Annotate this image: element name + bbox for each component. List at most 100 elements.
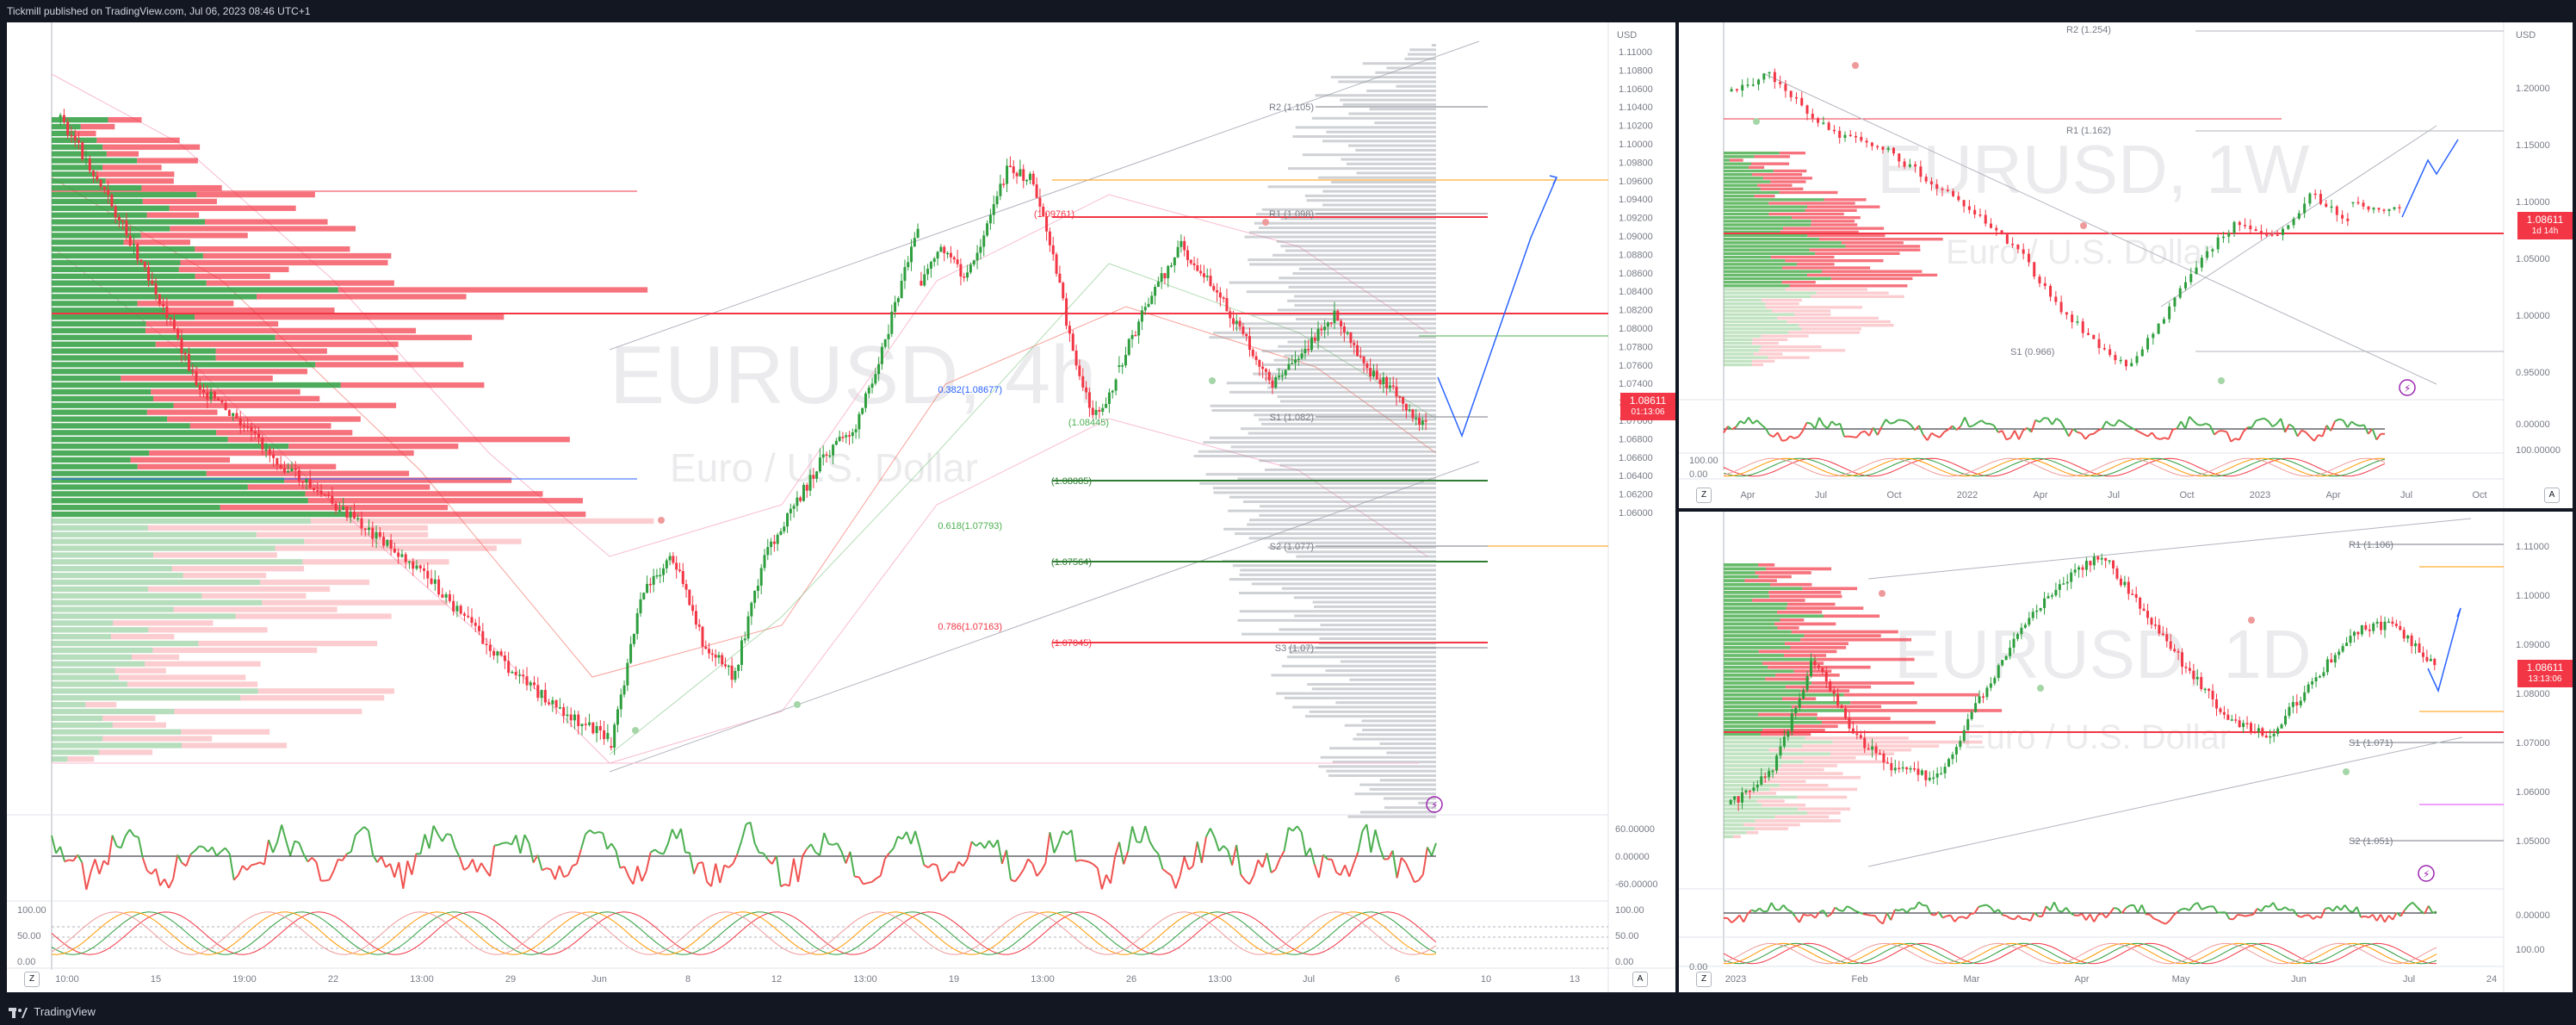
weekly-candle-body: [2387, 208, 2391, 211]
weekly-oscillator-line: [1739, 419, 1745, 425]
daily-oscillator-line: [2114, 906, 2119, 910]
main-candle-body: [1418, 417, 1421, 426]
daily-candle-body: [2047, 596, 2050, 599]
main-oscillator-line: [950, 871, 955, 873]
daily-signal-dot: [2343, 768, 2350, 775]
main-candle-body: [128, 235, 132, 246]
main-oscillator-line: [1100, 874, 1107, 890]
main-candle-body: [730, 665, 734, 680]
main-candle-body: [360, 518, 363, 529]
weekly-candle-body: [2382, 209, 2386, 211]
weekly-signal-dot: [2080, 222, 2087, 229]
main-alert-icon: [1426, 796, 1443, 813]
main-oscillator-line: [424, 834, 430, 849]
weekly-oscillator-line: [1997, 430, 2003, 433]
weekly-zoom-button[interactable]: Z: [1696, 488, 1712, 503]
main-session-volume-profile: [1374, 121, 1436, 125]
weekly-volume-profile-buy: [1724, 187, 1761, 190]
main-candle-body: [1297, 358, 1300, 360]
weekly-oscillator-line: [2330, 420, 2336, 432]
main-candle-body: [662, 568, 666, 575]
main-zoom-button[interactable]: Z: [24, 972, 40, 987]
weekly-candle-body: [2232, 221, 2236, 233]
main-oscillator-line: [819, 832, 826, 856]
daily-oscillator-line: [2058, 910, 2063, 913]
main-oscillator-line: [51, 835, 58, 854]
main-auto-scale-button[interactable]: A: [1632, 972, 1648, 987]
main-candle-body: [759, 568, 763, 586]
daily-volume-profile-sell: [1781, 756, 1856, 760]
daily-chart-canvas[interactable]: 1.110001.100001.090001.080001.070001.060…: [1679, 512, 2573, 992]
main-chart-panel[interactable]: EURUSD, 4h Euro / U.S. Dollar 1.11000 1.1…: [7, 22, 1675, 992]
weekly-candle-body: [1903, 161, 1906, 167]
main-candle-body: [639, 599, 642, 613]
main-stochastic-line: [51, 911, 1437, 955]
weekly-chart-canvas[interactable]: USD1.200001.150001.100001.050001.000000.…: [1679, 22, 2573, 508]
main-candle-body: [169, 318, 172, 320]
weekly-chart-panel[interactable]: EURUSD, 1W Euro / U.S. Dollar USD 1.20000…: [1679, 22, 2573, 508]
main-volume-profile-sell: [257, 688, 394, 694]
weekly-oscillator-line: [2321, 425, 2328, 437]
main-session-volume-profile: [1223, 527, 1436, 531]
daily-volume-profile-buy: [1724, 764, 1781, 767]
main-oscillator-line: [740, 823, 747, 841]
main-candle-body: [1404, 403, 1408, 411]
weekly-channel-line: [1764, 73, 2437, 385]
daily-candle-body: [1879, 753, 1882, 755]
daily-oscillator-line: [1962, 916, 1967, 920]
daily-zoom-button[interactable]: Z: [1696, 972, 1712, 987]
main-candle-body: [418, 565, 422, 569]
main-candle-body: [1167, 265, 1170, 279]
main-candle-body: [648, 583, 652, 586]
main-oscillator-line: [1075, 859, 1081, 862]
daily-oscillator-line: [2252, 908, 2258, 916]
main-session-volume-profile: [1326, 769, 1436, 773]
main-volume-profile-buy: [52, 437, 228, 443]
daily-candle-body: [1867, 748, 1870, 750]
main-candle-body: [890, 311, 894, 334]
weekly-auto-scale-button[interactable]: A: [2544, 488, 2560, 503]
main-volume-profile-sell: [146, 409, 218, 415]
main-candle-body: [753, 591, 757, 603]
main-oscillator-line: [328, 870, 335, 880]
main-volume-profile-sell: [165, 308, 335, 314]
main-oscillator-line: [472, 859, 478, 873]
main-chart-canvas[interactable]: 1.110001.108001.106001.104001.102001.100…: [7, 22, 1675, 992]
daily-candle-body: [2192, 670, 2195, 680]
main-oscillator-line: [1000, 849, 1007, 865]
weekly-volume-profile-buy: [1724, 233, 1808, 238]
main-session-volume-profile: [1353, 737, 1436, 741]
weekly-oscillator-line: [1910, 424, 1916, 432]
daily-volume-profile-sell: [1785, 685, 1872, 689]
daily-candle-body: [2291, 702, 2294, 707]
main-oscillator-line: [1331, 859, 1338, 873]
main-session-volume-profile: [1407, 53, 1436, 56]
weekly-volume-profile-sell: [1807, 233, 1886, 238]
daily-oscillator-line: [1766, 902, 1773, 912]
daily-volume-profile-sell: [1757, 563, 1775, 567]
daily-chart-panel[interactable]: EURUSD, 1D Euro / U.S. Dollar 1.11000 1.1…: [1679, 512, 2573, 992]
main-candle-body: [1051, 245, 1055, 255]
main-oscillator-line: [194, 845, 201, 852]
main-candle-body: [603, 730, 606, 740]
weekly-candle-body: [1848, 134, 1852, 137]
main-candle-body: [1002, 183, 1006, 185]
weekly-candle-body: [2308, 193, 2312, 204]
daily-volume-profile-buy: [1724, 729, 1763, 732]
main-volume-profile-sell: [75, 130, 96, 137]
weekly-candle-body: [1886, 147, 1890, 150]
main-time-tick: 13:00: [1208, 974, 1232, 985]
main-volume-profile-buy: [52, 599, 263, 606]
main-volume-profile-buy: [52, 654, 132, 660]
main-oscillator-line: [957, 860, 964, 867]
main-candle-body: [1303, 348, 1307, 354]
weekly-volume-profile-buy: [1724, 183, 1758, 187]
daily-candle-body: [2096, 556, 2100, 560]
weekly-volume-profile-sell: [1782, 227, 1885, 230]
main-candle-body: [331, 495, 334, 504]
main-candle-body: [580, 724, 584, 726]
main-oscillator-line: [671, 829, 678, 840]
main-candle-body: [1271, 380, 1274, 388]
main-candle-body: [577, 714, 580, 726]
main-oscillator-line: [1192, 841, 1198, 867]
